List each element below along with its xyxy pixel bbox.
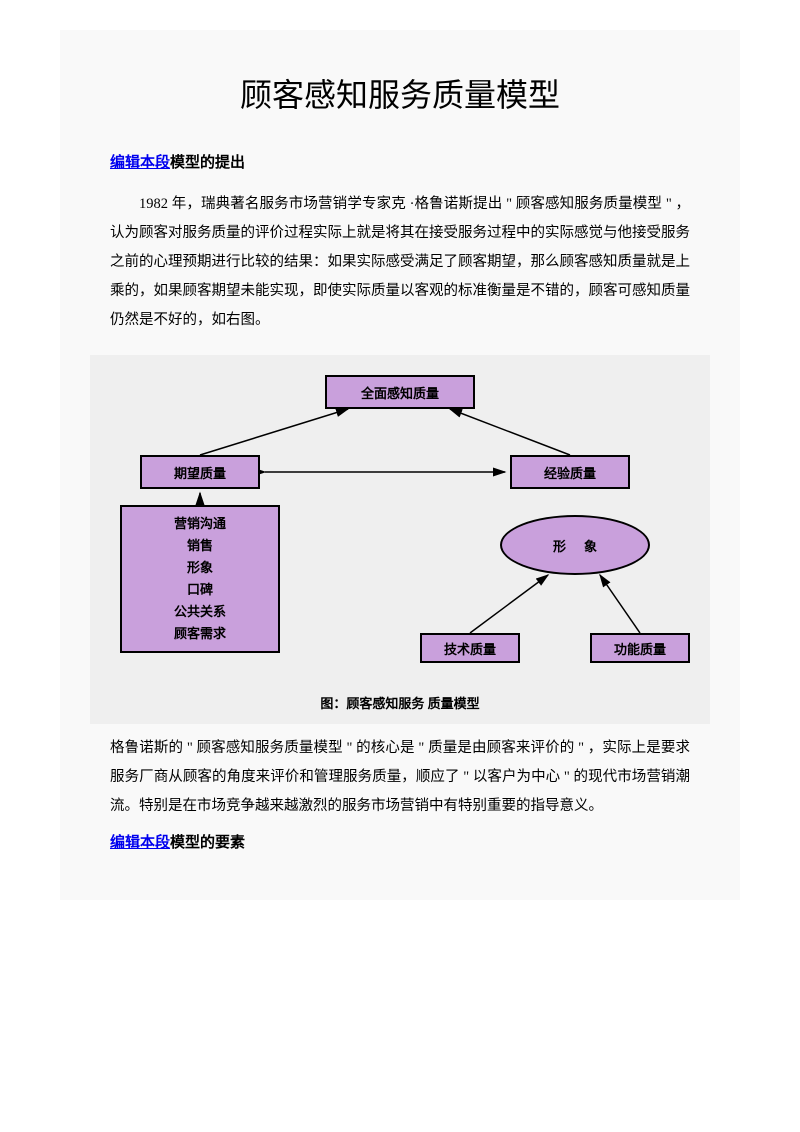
flowchart: 全面感知质量 期望质量 经验质量 营销沟通 销售 形象 口碑 公共关系 顾客需求… bbox=[110, 375, 690, 685]
node-top: 全面感知质量 bbox=[325, 375, 475, 409]
section-2-header: 编辑本段模型的要素 bbox=[110, 831, 690, 852]
node-image-ellipse: 形象 bbox=[500, 515, 650, 575]
section-1-header: 编辑本段模型的提出 bbox=[110, 151, 690, 172]
list-item: 顾客需求 bbox=[174, 623, 226, 645]
section-2-title: 模型的要素 bbox=[170, 835, 245, 851]
node-experience: 经验质量 bbox=[510, 455, 630, 489]
node-tech-quality: 技术质量 bbox=[420, 633, 520, 663]
list-item: 口碑 bbox=[187, 579, 213, 601]
diagram-caption: 图：顾客感知服务 质量模型 bbox=[100, 693, 700, 712]
document-page: 顾客感知服务质量模型 编辑本段模型的提出 1982 年，瑞典著名服务市场营销学专… bbox=[60, 30, 740, 900]
node-factors-list: 营销沟通 销售 形象 口碑 公共关系 顾客需求 bbox=[120, 505, 280, 653]
section-1-para-2: 格鲁诺斯的 " 顾客感知服务质量模型 " 的核心是 " 质量是由顾客来评价的 "… bbox=[110, 734, 690, 821]
section-1-title: 模型的提出 bbox=[170, 155, 245, 171]
list-item: 营销沟通 bbox=[174, 513, 226, 535]
section-1-para-1: 1982 年，瑞典著名服务市场营销学专家克 ·格鲁诺斯提出 " 顾客感知服务质量… bbox=[110, 190, 690, 335]
edit-link-2[interactable]: 编辑本段 bbox=[110, 835, 170, 851]
list-item: 公共关系 bbox=[174, 601, 226, 623]
page-title: 顾客感知服务质量模型 bbox=[110, 70, 690, 116]
list-item: 形象 bbox=[187, 557, 213, 579]
list-item: 销售 bbox=[187, 535, 213, 557]
diagram-container: 全面感知质量 期望质量 经验质量 营销沟通 销售 形象 口碑 公共关系 顾客需求… bbox=[90, 355, 710, 724]
edit-link-1[interactable]: 编辑本段 bbox=[110, 155, 170, 171]
node-func-quality: 功能质量 bbox=[590, 633, 690, 663]
node-expected: 期望质量 bbox=[140, 455, 260, 489]
